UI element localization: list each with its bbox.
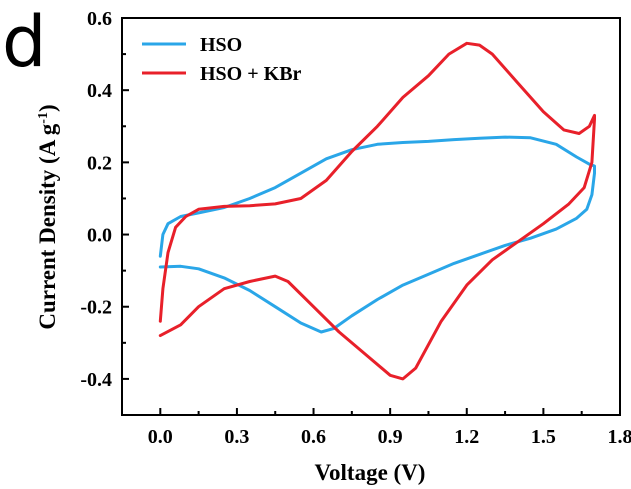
x-tick-label: 1.2 xyxy=(454,426,479,448)
x-axis: 0.0 0.3 0.6 0.9 1.2 1.5 1.8 xyxy=(148,408,631,448)
y-tick-label: -0.2 xyxy=(80,297,112,319)
x-tick-label: 0.9 xyxy=(378,426,403,448)
legend-label-0: HSO xyxy=(200,34,242,56)
x-tick-label: 0.0 xyxy=(148,426,173,448)
y-tick-label: 0.6 xyxy=(87,8,112,30)
y-axis-title: Current Density (A g-1) xyxy=(35,104,60,329)
y-tick-label: -0.4 xyxy=(80,369,112,391)
y-axis: -0.4 -0.2 0.0 0.2 0.4 0.6 xyxy=(80,8,129,391)
series-line-1 xyxy=(158,41,596,381)
y-tick-label: 0.4 xyxy=(87,80,112,102)
x-tick-label: 1.5 xyxy=(531,426,556,448)
x-tick-label: 0.6 xyxy=(301,426,326,448)
x-tick-label: 0.3 xyxy=(224,426,249,448)
x-tick-label: 1.8 xyxy=(608,426,631,448)
panel-letter: d xyxy=(2,1,46,83)
legend-label-1: HSO + KBr xyxy=(200,63,302,85)
y-tick-label: 0.0 xyxy=(87,225,112,247)
x-axis-title: Voltage (V) xyxy=(315,460,426,485)
plot-frame xyxy=(121,17,621,416)
plot-area xyxy=(158,41,596,381)
series-line-0 xyxy=(158,135,596,334)
legend: HSO HSO + KBr xyxy=(142,34,302,85)
y-tick-label: 0.2 xyxy=(87,152,112,174)
